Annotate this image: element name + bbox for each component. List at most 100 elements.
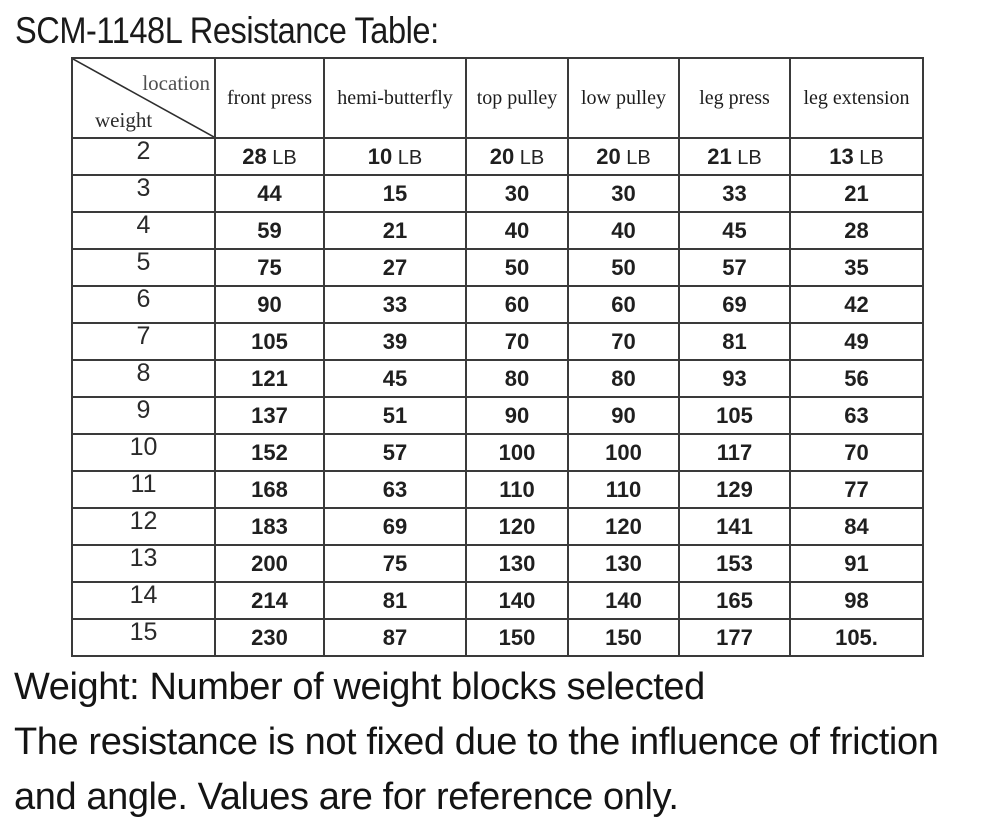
value-cell: 10 LB	[323, 137, 467, 176]
table-row: 7 105 39 70 70 81 49	[71, 322, 924, 361]
value-number: 57	[382, 439, 408, 465]
value-cell: 63	[323, 470, 467, 509]
value-cell: 100	[465, 433, 569, 472]
value-cell: 30	[465, 174, 569, 213]
value-number: 91	[844, 550, 869, 576]
value-number: 51	[382, 402, 408, 428]
value-number: 44	[257, 180, 282, 206]
value-cell: 21	[789, 174, 924, 213]
value-number: 75	[257, 254, 282, 280]
value-cell: 69	[678, 285, 791, 324]
value-number: 165	[716, 587, 753, 613]
value-number: 59	[257, 217, 282, 243]
value-cell: 152	[214, 433, 325, 472]
value-cell: 42	[789, 285, 924, 324]
table-row: 4 59 21 40 40 45 28	[71, 211, 924, 250]
value-cell: 84	[789, 507, 924, 546]
value-number: 45	[382, 365, 408, 391]
value-number: 141	[716, 513, 753, 539]
value-number: 150	[498, 624, 536, 650]
value-cell: 35	[789, 248, 924, 287]
value-number: 20	[596, 143, 621, 169]
value-number: 130	[498, 550, 536, 576]
value-number: 77	[844, 476, 869, 502]
value-cell: 150	[567, 618, 680, 657]
value-cell: 15	[323, 174, 467, 213]
value-cell: 80	[465, 359, 569, 398]
value-cell: 33	[678, 174, 791, 213]
value-number: 80	[504, 365, 530, 391]
value-cell: 50	[465, 248, 569, 287]
value-cell: 93	[678, 359, 791, 398]
value-cell: 60	[567, 285, 680, 324]
weight-cell: 6	[71, 285, 216, 324]
table-row: 3 44 15 30 30 33 21	[71, 174, 924, 213]
value-number: 33	[722, 180, 747, 206]
value-number: 93	[722, 365, 747, 391]
value-cell: 200	[214, 544, 325, 583]
value-number: 70	[611, 328, 636, 354]
value-cell: 80	[567, 359, 680, 398]
value-number: 56	[844, 365, 869, 391]
value-number: 80	[611, 365, 636, 391]
table-header: location weight front press hemi-butterf…	[71, 57, 924, 139]
value-cell: 81	[323, 581, 467, 620]
value-number: 10	[367, 143, 393, 169]
value-number: 20	[489, 143, 515, 169]
value-number: 49	[844, 328, 869, 354]
value-number: 28	[242, 143, 267, 169]
value-number: 121	[251, 365, 288, 391]
weight-cell: 4	[71, 211, 216, 250]
note-weight-definition: Weight: Number of weight blocks selected	[14, 666, 705, 708]
value-cell: 44	[214, 174, 325, 213]
value-number: 177	[716, 624, 753, 650]
note-resistance-line1: The resistance is not fixed due to the i…	[14, 721, 939, 763]
value-cell: 75	[214, 248, 325, 287]
value-number: 214	[251, 587, 288, 613]
unit-label: LB	[266, 146, 297, 169]
value-number: 90	[611, 402, 636, 428]
value-number: 168	[251, 476, 288, 502]
unit-label: LB	[514, 146, 545, 169]
value-number: 100	[605, 439, 642, 465]
value-number: 120	[498, 513, 536, 539]
table-row: 12 183 69 120 120 141 84	[71, 507, 924, 546]
corner-weight-label: weight	[95, 108, 153, 132]
value-cell: 75	[323, 544, 467, 583]
value-number: 152	[251, 439, 288, 465]
value-number: 90	[504, 402, 530, 428]
value-cell: 150	[465, 618, 569, 657]
value-cell: 70	[567, 322, 680, 361]
value-number: 27	[382, 254, 408, 280]
table-row: 2 28 LB 10 LB 20 LB 20 LB 21 LB 13 LB	[71, 137, 924, 176]
value-number: 13	[829, 143, 854, 169]
value-cell: 40	[465, 211, 569, 250]
value-cell: 57	[323, 433, 467, 472]
weight-cell: 13	[71, 544, 216, 583]
value-number: 90	[257, 291, 282, 317]
column-header-front-press: front press	[214, 57, 325, 139]
value-cell: 60	[465, 285, 569, 324]
value-number: 150	[605, 624, 642, 650]
value-number: 129	[716, 476, 753, 502]
value-number: 30	[504, 180, 530, 206]
value-cell: 98	[789, 581, 924, 620]
table-row: 5 75 27 50 50 57 35	[71, 248, 924, 287]
weight-cell: 2	[71, 137, 216, 176]
value-number: 28	[844, 217, 869, 243]
value-cell: 110	[567, 470, 680, 509]
value-cell: 77	[789, 470, 924, 509]
value-number: 15	[382, 180, 408, 206]
value-cell: 105	[214, 322, 325, 361]
value-number: 153	[716, 550, 753, 576]
table-row: 10 152 57 100 100 117 70	[71, 433, 924, 472]
column-header-leg-extension: leg extension	[789, 57, 924, 139]
value-cell: 130	[567, 544, 680, 583]
value-cell: 20 LB	[465, 137, 569, 176]
value-cell: 45	[678, 211, 791, 250]
value-number: 69	[722, 291, 747, 317]
weight-cell: 10	[71, 433, 216, 472]
notes: Weight: Number of weight blocks selected…	[14, 660, 994, 825]
value-cell: 141	[678, 507, 791, 546]
